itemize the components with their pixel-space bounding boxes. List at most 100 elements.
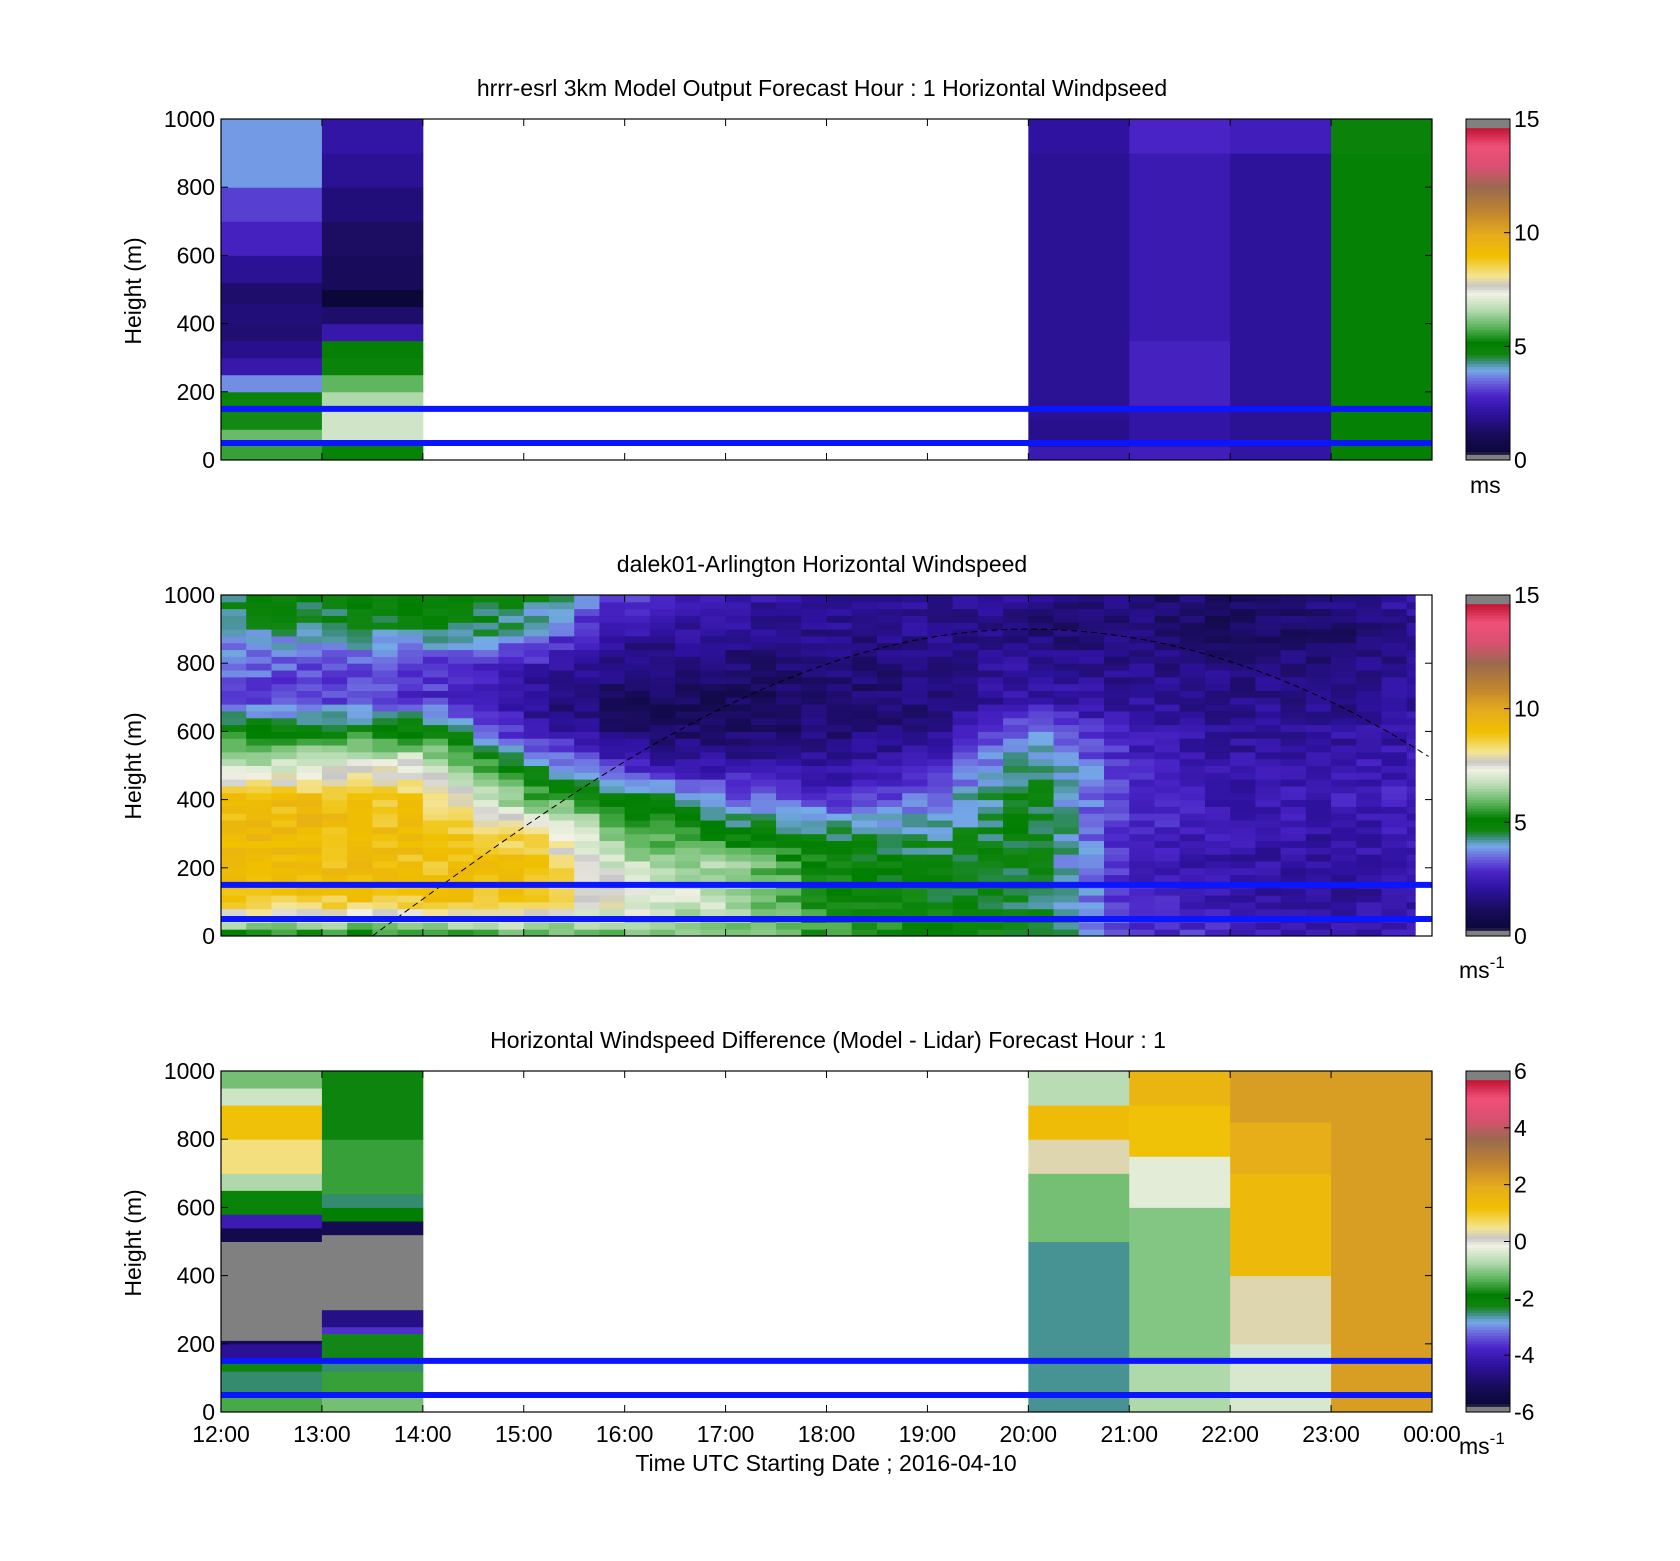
heatmap-cell xyxy=(372,738,399,746)
heatmap-cell xyxy=(952,826,979,835)
heatmap-cell xyxy=(321,908,348,917)
heatmap-cell xyxy=(221,820,247,828)
heatmap-cell xyxy=(422,929,449,937)
heatmap-cell xyxy=(1305,874,1332,882)
heatmap-cell xyxy=(1179,772,1206,780)
heatmap-cell xyxy=(649,601,676,610)
heatmap-cell xyxy=(1356,622,1383,630)
heatmap-cell xyxy=(221,895,247,903)
heatmap-cell xyxy=(473,867,500,876)
colorbar-swatch xyxy=(1466,651,1510,656)
colorbar-swatch xyxy=(1466,184,1510,188)
heatmap-cell xyxy=(649,731,676,739)
heatmap-cell xyxy=(1255,758,1282,766)
heatmap-cell xyxy=(1356,826,1383,835)
heatmap-cell xyxy=(1406,622,1416,630)
heatmap-cell xyxy=(321,792,348,801)
heatmap-cell xyxy=(1230,676,1256,685)
heatmap-cell xyxy=(448,867,474,876)
panel-difference: Horizontal Windspeed Difference (Model -… xyxy=(120,1027,1535,1476)
heatmap-cell xyxy=(750,608,777,616)
heatmap-cell xyxy=(952,670,979,678)
heatmap-cell xyxy=(246,813,272,821)
heatmap-cell xyxy=(977,649,1004,657)
heatmap-cell xyxy=(246,847,272,855)
heatmap-cell xyxy=(1053,751,1080,760)
colorbar-swatch xyxy=(1466,759,1510,764)
heatmap-cell xyxy=(725,710,752,719)
heatmap-cell xyxy=(1078,908,1105,917)
heatmap-cell xyxy=(498,840,525,848)
heatmap-cell xyxy=(1154,697,1181,705)
colorbar-swatch xyxy=(1466,178,1510,183)
heatmap-cell xyxy=(548,908,575,917)
heatmap-cell xyxy=(523,704,550,712)
heatmap-cell xyxy=(473,717,500,726)
heatmap-cell xyxy=(296,826,323,835)
heatmap-cell xyxy=(321,357,424,376)
heatmap-cell xyxy=(246,649,272,657)
heatmap-cell xyxy=(1078,635,1105,644)
heatmap-cell xyxy=(801,697,827,705)
colorbar-swatch xyxy=(1466,774,1510,778)
heatmap-cell xyxy=(1230,813,1256,821)
heatmap-cell xyxy=(498,731,525,739)
heatmap-cell xyxy=(902,745,928,753)
heatmap-cell xyxy=(1028,860,1055,869)
heatmap-cell xyxy=(372,901,399,910)
heatmap-cell xyxy=(801,840,827,848)
heatmap-cell xyxy=(1154,772,1181,780)
heatmap-cell xyxy=(1406,635,1416,644)
heatmap-cell xyxy=(574,656,600,664)
heatmap-cell xyxy=(649,697,676,705)
heatmap-cell xyxy=(902,704,928,712)
heatmap-cell xyxy=(498,629,525,637)
heatmap-cell xyxy=(700,751,727,760)
heatmap-cell xyxy=(1381,929,1408,937)
colorbar-swatch xyxy=(1466,677,1510,681)
heatmap-cell xyxy=(801,833,827,842)
heatmap-cell xyxy=(1129,683,1155,691)
heatmap-cell xyxy=(321,306,424,325)
heatmap-cell xyxy=(1204,704,1231,712)
colorbar-swatch xyxy=(1466,1224,1510,1228)
heatmap-cell xyxy=(902,717,928,726)
heatmap-cell xyxy=(1179,738,1206,746)
heatmap-cell xyxy=(1230,642,1256,651)
heatmap-cell xyxy=(1028,826,1055,835)
heatmap-cell xyxy=(826,840,853,848)
heatmap-cell xyxy=(599,738,626,746)
heatmap-cell xyxy=(246,635,272,644)
heatmap-cell xyxy=(977,751,1004,760)
heatmap-cell xyxy=(1230,710,1256,719)
heatmap-cell xyxy=(1230,1071,1332,1123)
heatmap-cell xyxy=(1280,833,1307,842)
heatmap-cell xyxy=(372,649,399,657)
heatmap-cell xyxy=(750,595,777,603)
heatmap-cell xyxy=(372,704,399,712)
heatmap-cell xyxy=(1305,840,1332,848)
heatmap-cell xyxy=(1129,1105,1231,1157)
heatmap-cell xyxy=(574,901,600,910)
heatmap-cell xyxy=(523,710,550,719)
heatmap-cell xyxy=(271,799,298,807)
heatmap-cell xyxy=(649,608,676,616)
heatmap-cell xyxy=(372,751,399,760)
heatmap-cell xyxy=(851,683,878,691)
heatmap-cell xyxy=(1104,833,1130,842)
colorbar-swatch xyxy=(1466,1238,1510,1243)
colorbar-swatch xyxy=(1466,312,1510,316)
colorbar-swatch xyxy=(1466,153,1510,157)
heatmap-cell xyxy=(1381,608,1408,616)
heatmap-cell xyxy=(826,622,853,630)
colorbar-swatch xyxy=(1466,657,1510,661)
colorbar-swatch xyxy=(1466,597,1510,602)
heatmap-cell xyxy=(448,929,474,937)
heatmap-cell xyxy=(750,847,777,855)
heatmap-cell xyxy=(422,670,449,678)
y-tick-label: 800 xyxy=(177,1126,215,1152)
colorbar-swatch xyxy=(1466,1232,1510,1237)
heatmap-cell xyxy=(1280,806,1307,814)
colorbar-swatch xyxy=(1466,150,1510,154)
x-tick-label: 13:00 xyxy=(293,1421,351,1447)
